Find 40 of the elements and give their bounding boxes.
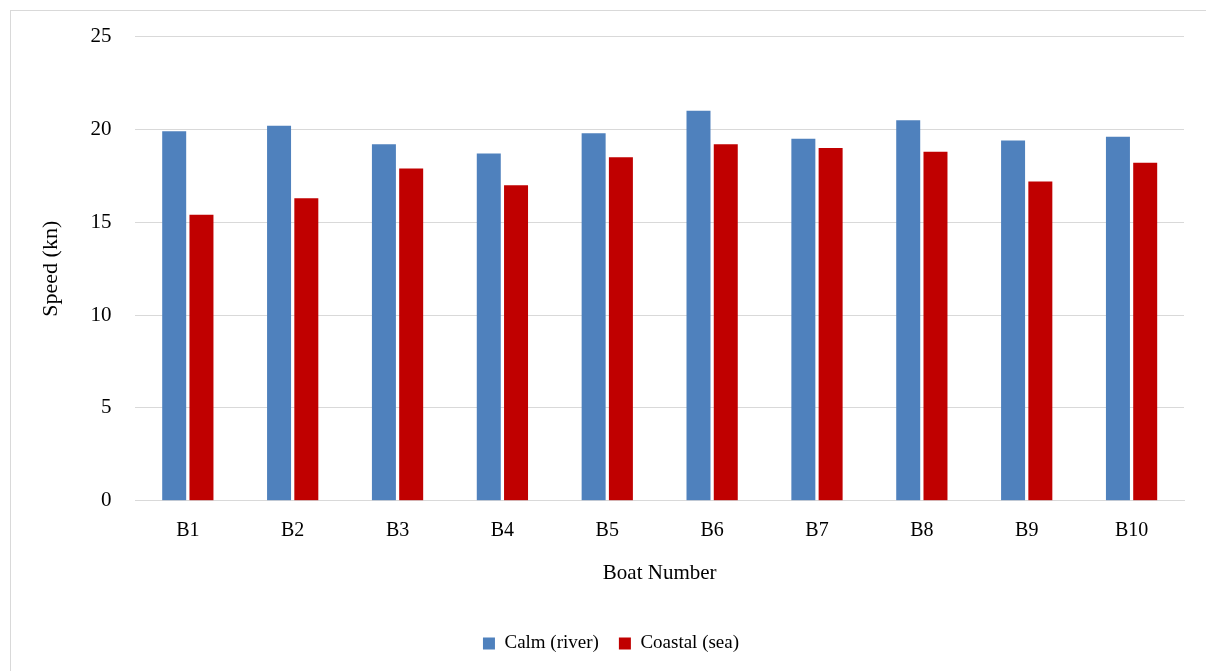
x-axis-title: Boat Number bbox=[602, 559, 717, 584]
bar bbox=[713, 144, 738, 501]
y-tick-label: 20 bbox=[90, 115, 112, 140]
bar bbox=[371, 144, 396, 501]
bar bbox=[791, 138, 816, 501]
bar bbox=[504, 185, 529, 501]
x-tick-label: B2 bbox=[281, 518, 305, 541]
x-tick-label: B4 bbox=[490, 518, 515, 541]
x-tick-label: B1 bbox=[176, 518, 200, 541]
bar bbox=[608, 157, 633, 501]
bar bbox=[923, 151, 948, 501]
x-tick-label: B8 bbox=[910, 518, 934, 541]
legend-label: Coastal (sea) bbox=[640, 631, 740, 654]
y-tick-label: 0 bbox=[100, 487, 112, 512]
x-tick-label: B3 bbox=[385, 518, 410, 541]
bar bbox=[189, 214, 214, 501]
bar bbox=[294, 198, 319, 501]
bar bbox=[818, 148, 843, 501]
x-tick-label: B6 bbox=[700, 518, 724, 541]
bar bbox=[896, 120, 921, 501]
y-tick-label: 15 bbox=[90, 208, 112, 233]
bar bbox=[162, 131, 187, 501]
bar bbox=[1001, 140, 1026, 501]
bar bbox=[1028, 181, 1053, 501]
x-tick-label: B5 bbox=[595, 518, 619, 541]
x-tick-label: B10 bbox=[1114, 518, 1149, 541]
y-tick-label: 5 bbox=[100, 394, 112, 419]
y-tick-label: 25 bbox=[90, 23, 112, 48]
bar bbox=[581, 133, 606, 501]
bar bbox=[1105, 136, 1130, 501]
bar bbox=[267, 125, 292, 501]
x-tick-label: B7 bbox=[805, 518, 829, 541]
x-tick-label: B9 bbox=[1015, 518, 1039, 541]
bar bbox=[476, 153, 501, 501]
legend-label: Calm (river) bbox=[504, 631, 599, 654]
bar bbox=[1133, 162, 1158, 501]
bar bbox=[399, 168, 424, 501]
y-axis-title: Speed (kn) bbox=[36, 220, 62, 317]
y-tick-label: 10 bbox=[90, 301, 112, 326]
bar bbox=[686, 110, 711, 501]
